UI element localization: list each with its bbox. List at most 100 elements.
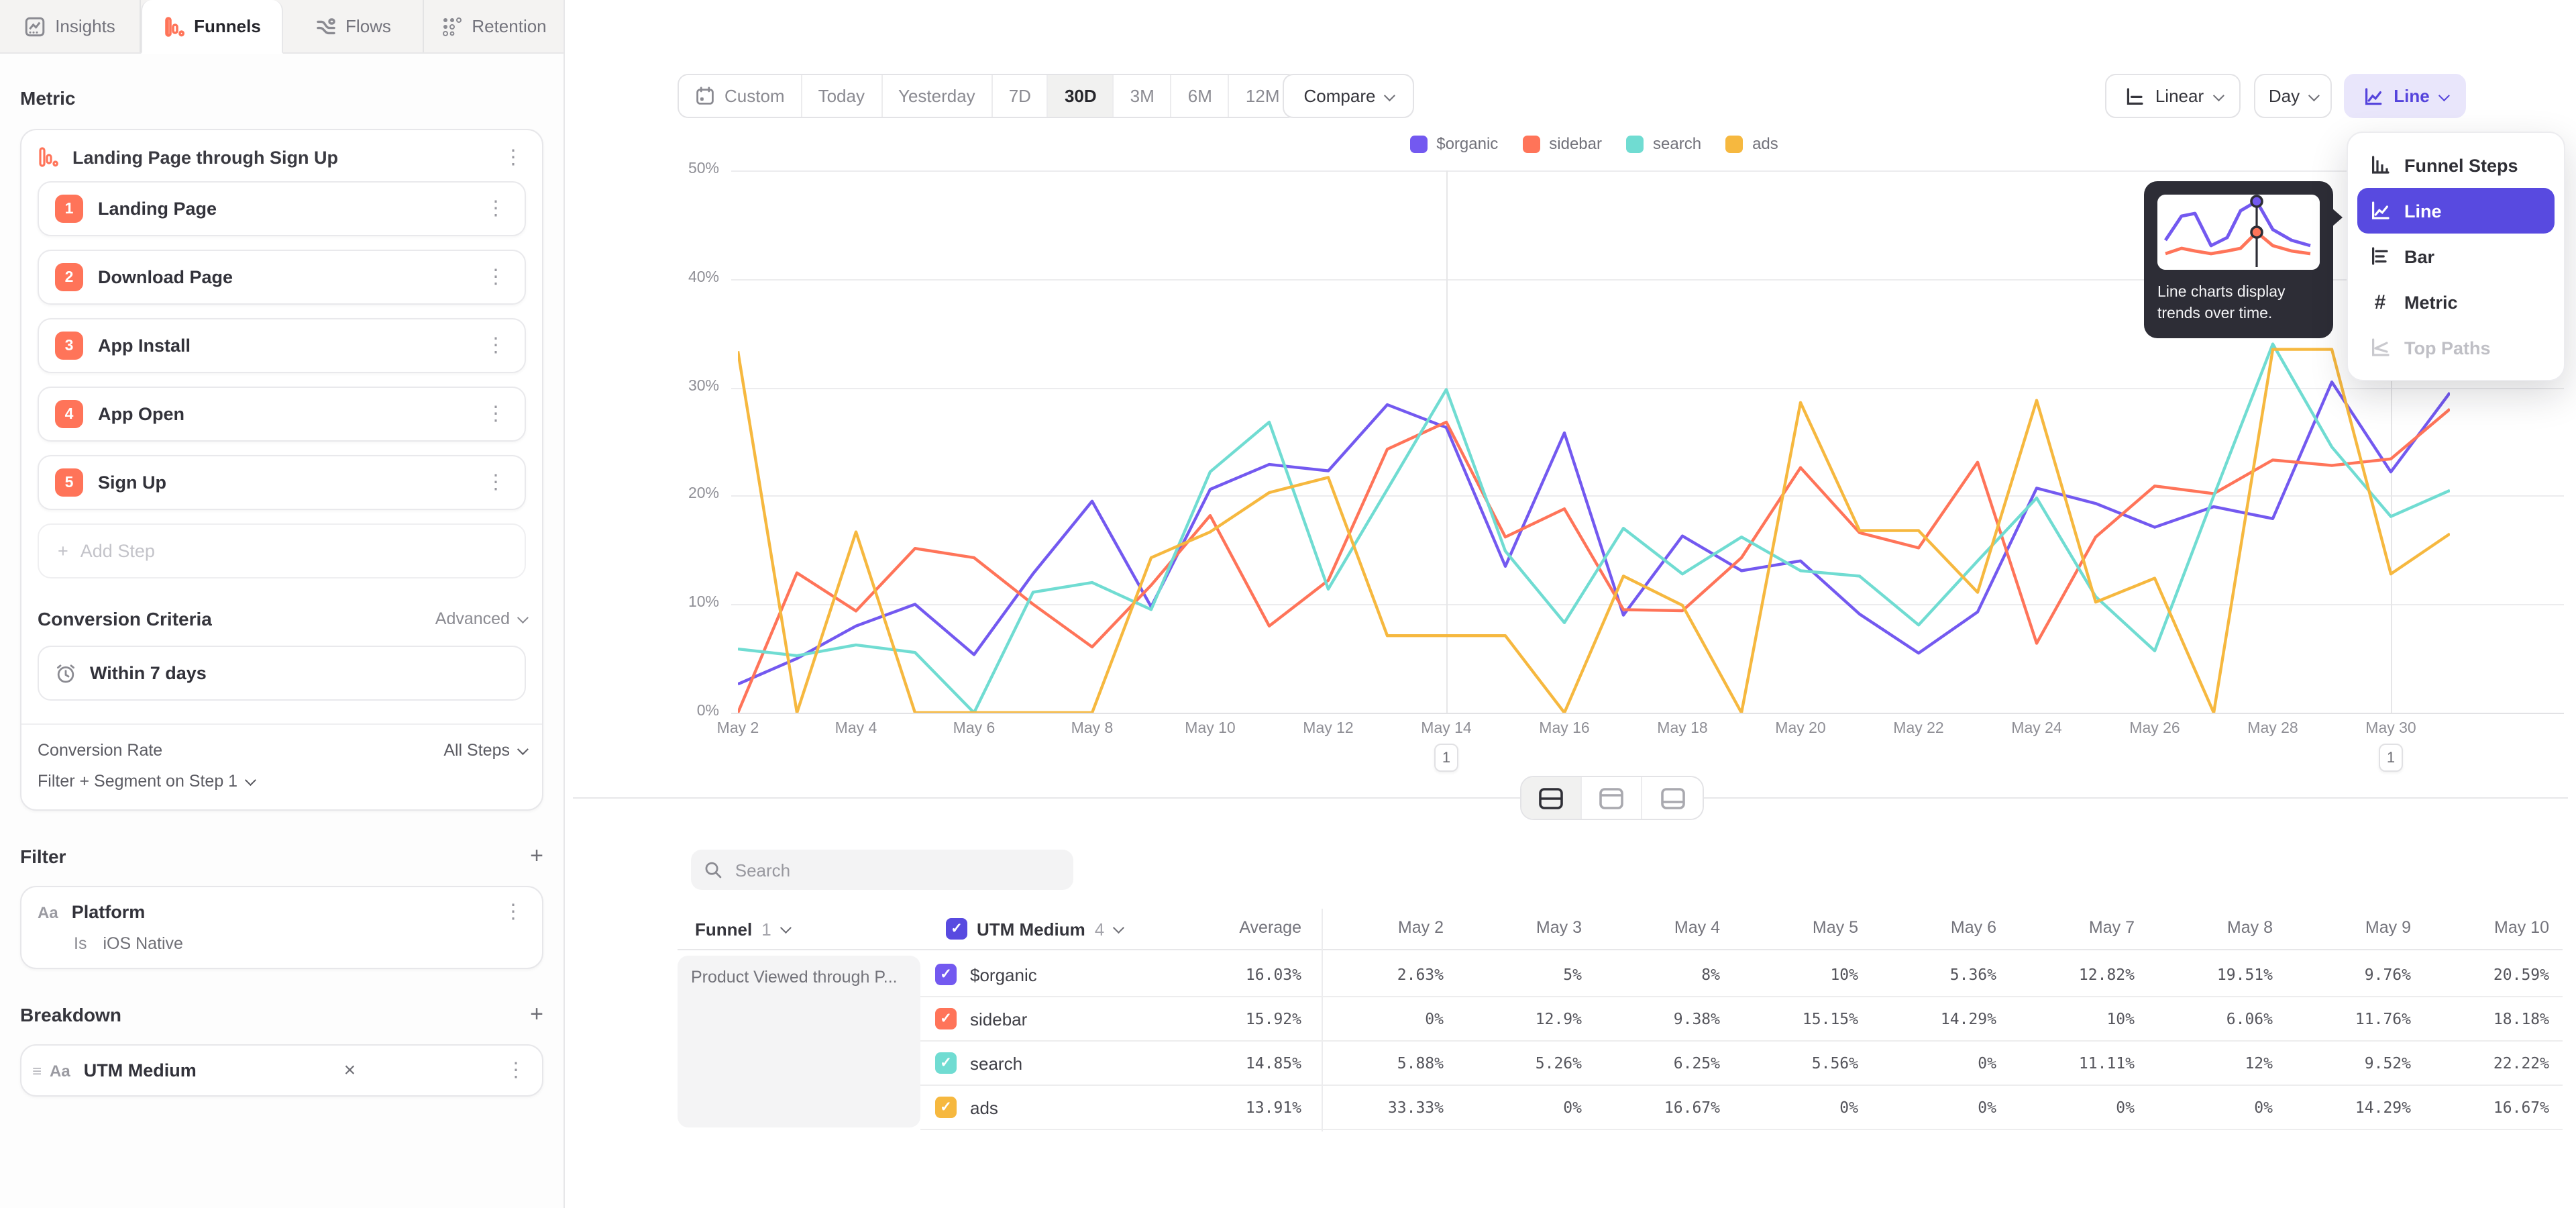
table-row[interactable]: ✓search14.85%5.88%5.26%6.25%5.56%0%11.11… — [920, 1042, 2563, 1086]
add-breakdown-button[interactable]: + — [530, 1003, 543, 1025]
conversion-rate-dropdown[interactable]: All Steps — [443, 741, 526, 760]
add-step-label: Add Step — [80, 541, 155, 561]
step-kebab-icon[interactable]: ⋮ — [483, 472, 508, 493]
column-header[interactable]: May 9 — [2284, 918, 2411, 937]
table-cell: 9.76% — [2304, 965, 2411, 984]
tab-funnels[interactable]: Funnels — [141, 0, 283, 54]
breakdown-kebab-icon[interactable]: ⋮ — [503, 1060, 529, 1080]
table-cell: 9.52% — [2304, 1054, 2411, 1072]
range-custom[interactable]: Custom — [679, 75, 802, 117]
legend-item[interactable]: ads — [1725, 134, 1778, 153]
annotation-badge[interactable]: 1 — [1434, 744, 1458, 772]
conversion-window-button[interactable]: Within 7 days — [38, 646, 526, 701]
chart-type-menu: Funnel Steps Line Bar # Metric Top Paths — [2347, 132, 2565, 381]
drag-handle-icon[interactable]: ≡ — [32, 1061, 42, 1080]
series-checkbox[interactable]: ✓ — [935, 1008, 957, 1029]
column-header[interactable]: May 10 — [2422, 918, 2549, 937]
table-row[interactable]: ✓sidebar15.92%0%12.9%9.38%15.15%14.29%10… — [920, 997, 2563, 1042]
step-kebab-icon[interactable]: ⋮ — [483, 404, 508, 424]
chart-view-toggle[interactable] — [1582, 777, 1642, 819]
range-30d[interactable]: 30D — [1049, 75, 1114, 117]
compare-button[interactable]: Compare — [1283, 74, 1414, 118]
column-header[interactable]: May 4 — [1593, 918, 1720, 937]
string-property-icon: Aa — [38, 903, 58, 921]
filter-operator[interactable]: Is — [74, 934, 87, 953]
granularity-button[interactable]: Day — [2254, 74, 2332, 118]
mini-line-chart — [2157, 195, 2320, 270]
table-row[interactable]: ✓ads13.91%33.33%0%16.67%0%0%0%0%14.29%16… — [920, 1086, 2563, 1130]
step-kebab-icon[interactable]: ⋮ — [483, 199, 508, 219]
step-app-open[interactable]: 4 App Open ⋮ — [38, 387, 526, 442]
column-header[interactable]: May 7 — [2007, 918, 2135, 937]
range-3m[interactable]: 3M — [1114, 75, 1172, 117]
funnel-select[interactable]: Funnel 1 — [695, 909, 789, 949]
step-number-badge: 5 — [55, 468, 83, 497]
x-axis-tick-label: May 8 — [1052, 721, 1132, 737]
breakdown-select[interactable]: ✓ UTM Medium 4 — [946, 909, 1122, 949]
table-cell: 0% — [1889, 1054, 1996, 1072]
y-axis-tick-label: 0% — [639, 703, 719, 719]
column-header[interactable]: Average — [1174, 918, 1301, 937]
filter-segment-dropdown[interactable]: Filter + Segment on Step 1 — [38, 772, 526, 791]
funnel-kebab-icon[interactable]: ⋮ — [500, 147, 526, 167]
column-header[interactable]: May 8 — [2145, 918, 2273, 937]
range-label: Yesterday — [898, 86, 975, 106]
table-cell: 0% — [2027, 1098, 2135, 1117]
legend-item[interactable]: sidebar — [1522, 134, 1602, 153]
menu-item-funnel-steps[interactable]: Funnel Steps — [2357, 142, 2555, 188]
filter-card[interactable]: Aa Platform ⋮ Is iOS Native — [20, 886, 543, 969]
column-header[interactable]: May 6 — [1869, 918, 1996, 937]
legend-item[interactable]: search — [1626, 134, 1701, 153]
scale-button[interactable]: Linear — [2105, 74, 2241, 118]
step-kebab-icon[interactable]: ⋮ — [483, 267, 508, 287]
remove-breakdown-icon[interactable]: × — [336, 1060, 364, 1080]
step-download-page[interactable]: 2 Download Page ⋮ — [38, 250, 526, 305]
select-all-checkbox[interactable]: ✓ — [946, 918, 967, 940]
column-header[interactable]: May 5 — [1731, 918, 1858, 937]
series-checkbox[interactable]: ✓ — [935, 964, 957, 985]
column-header[interactable]: May 2 — [1316, 918, 1444, 937]
series-line-$organic[interactable] — [738, 382, 2450, 684]
tab-funnels-label: Funnels — [194, 16, 261, 36]
step-landing-page[interactable]: 1 Landing Page ⋮ — [38, 181, 526, 236]
range-yesterday[interactable]: Yesterday — [882, 75, 993, 117]
add-filter-button[interactable]: + — [530, 844, 543, 867]
split-view-toggle[interactable] — [1521, 777, 1582, 819]
filter-kebab-icon[interactable]: ⋮ — [500, 902, 526, 922]
advanced-dropdown[interactable]: Advanced — [435, 609, 526, 628]
tab-insights[interactable]: Insights — [0, 0, 141, 52]
chart-type-button[interactable]: Line — [2344, 74, 2466, 118]
tab-retention[interactable]: Retention — [424, 0, 564, 52]
table-search[interactable] — [691, 850, 1073, 890]
breakdown-card[interactable]: ≡ Aa UTM Medium × ⋮ — [20, 1044, 543, 1097]
step-kebab-icon[interactable]: ⋮ — [483, 336, 508, 356]
range-today[interactable]: Today — [802, 75, 882, 117]
table-cell: 5% — [1474, 965, 1582, 984]
column-header[interactable]: May 3 — [1454, 918, 1582, 937]
step-app-install[interactable]: 3 App Install ⋮ — [38, 318, 526, 373]
tab-flows[interactable]: Flows — [283, 0, 424, 52]
add-step-button[interactable]: + Add Step — [38, 523, 526, 578]
search-input[interactable] — [733, 858, 1060, 881]
table-row[interactable]: ✓$organic16.03%2.63%5%8%10%5.36%12.82%19… — [920, 953, 2563, 997]
series-line-ads[interactable] — [738, 350, 2450, 713]
legend-item[interactable]: $organic — [1409, 134, 1498, 153]
y-axis-tick-label: 50% — [639, 161, 719, 177]
x-axis-tick-label: May 22 — [1878, 721, 1959, 737]
menu-item-line[interactable]: Line — [2357, 188, 2555, 234]
table-view-toggle[interactable] — [1642, 777, 1703, 819]
menu-item-bar[interactable]: Bar — [2357, 234, 2555, 279]
menu-item-top-paths[interactable]: Top Paths — [2357, 325, 2555, 370]
menu-item-metric[interactable]: # Metric — [2357, 279, 2555, 325]
table-cell: 0% — [1751, 1098, 1858, 1117]
series-checkbox[interactable]: ✓ — [935, 1052, 957, 1074]
funnel-chart-icon — [38, 146, 59, 168]
step-sign-up[interactable]: 5 Sign Up ⋮ — [38, 455, 526, 510]
series-checkbox[interactable]: ✓ — [935, 1097, 957, 1118]
annotation-badge[interactable]: 1 — [2379, 744, 2403, 772]
funnel-title-row[interactable]: Landing Page through Sign Up ⋮ — [38, 146, 526, 168]
range-6m[interactable]: 6M — [1172, 75, 1230, 117]
calendar-icon — [695, 86, 715, 106]
filter-value[interactable]: iOS Native — [103, 934, 183, 953]
range-7d[interactable]: 7D — [993, 75, 1049, 117]
